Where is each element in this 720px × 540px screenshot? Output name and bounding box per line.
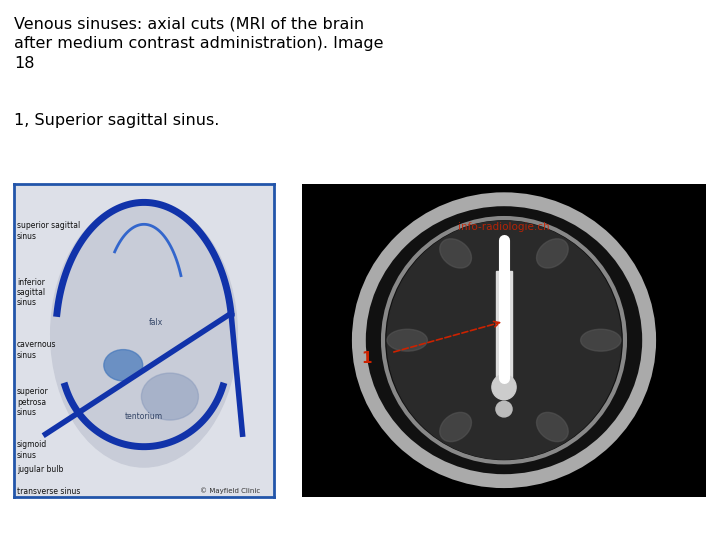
Ellipse shape <box>141 373 199 420</box>
Text: info-radiologie.ch: info-radiologie.ch <box>458 222 550 232</box>
Text: superior sagittal
sinus: superior sagittal sinus <box>17 221 80 241</box>
Text: inferior
sagittal
sinus: inferior sagittal sinus <box>17 278 46 307</box>
Ellipse shape <box>50 201 238 467</box>
Ellipse shape <box>496 401 512 417</box>
Polygon shape <box>496 271 512 378</box>
Text: 1: 1 <box>361 352 372 367</box>
Text: transverse sinus: transverse sinus <box>17 488 81 496</box>
Ellipse shape <box>440 239 472 268</box>
Text: 1, Superior sagittal sinus.: 1, Superior sagittal sinus. <box>14 113 220 129</box>
Text: tentorium: tentorium <box>125 412 163 421</box>
Ellipse shape <box>536 413 568 442</box>
Ellipse shape <box>536 239 568 268</box>
Ellipse shape <box>580 329 621 351</box>
Text: Venous sinuses: axial cuts (MRI of the brain
after medium contrast administratio: Venous sinuses: axial cuts (MRI of the b… <box>14 16 384 71</box>
Ellipse shape <box>492 375 516 400</box>
Ellipse shape <box>387 329 428 351</box>
Text: superior
petrosa
sinus: superior petrosa sinus <box>17 387 49 417</box>
Ellipse shape <box>104 349 143 381</box>
Ellipse shape <box>440 413 472 442</box>
Text: jugular bulb: jugular bulb <box>17 465 63 475</box>
Ellipse shape <box>359 199 649 481</box>
Ellipse shape <box>387 221 621 459</box>
Text: cavernous
sinus: cavernous sinus <box>17 340 56 360</box>
Text: © Mayfield Clinic: © Mayfield Clinic <box>200 487 261 494</box>
Text: sigmoid
sinus: sigmoid sinus <box>17 441 48 460</box>
Text: falx: falx <box>149 318 163 327</box>
